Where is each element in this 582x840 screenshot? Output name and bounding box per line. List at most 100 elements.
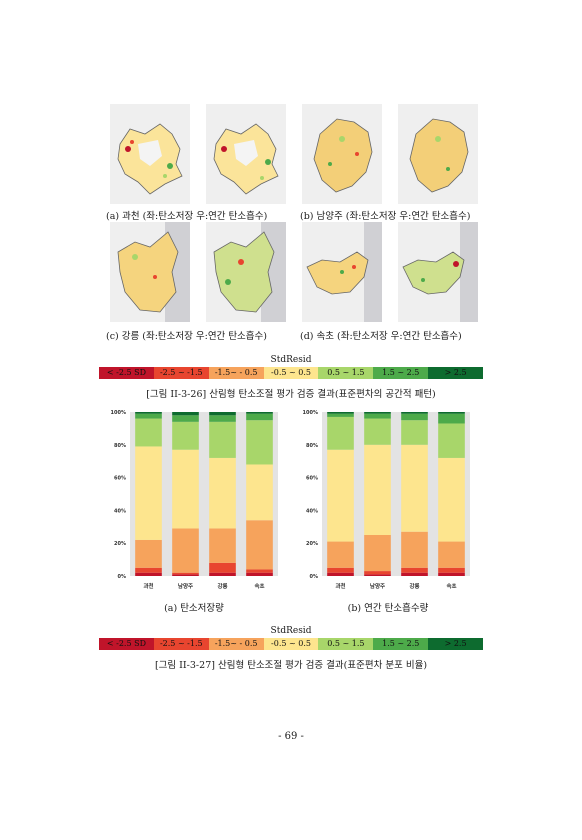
map-gwacheon-storage	[110, 104, 190, 204]
bar-segment	[246, 520, 273, 570]
bar-segment	[401, 444, 428, 532]
bar-segment	[209, 421, 236, 458]
y-tick-label: 40%	[114, 508, 126, 514]
bar-segment	[172, 421, 199, 450]
bar-segment	[327, 572, 354, 576]
y-tick-label: 20%	[306, 541, 318, 547]
bar-segment	[364, 571, 391, 575]
legend-item: < -2.5 SD	[99, 367, 154, 379]
bar-segment	[327, 412, 354, 414]
bar-segment	[209, 572, 236, 576]
figure-26-caption: [그림 II-3-26] 산림형 탄소조절 평가 검증 결과(표준편차의 공간적…	[146, 389, 436, 400]
y-tick-label: 60%	[306, 476, 318, 482]
bar-segment	[246, 572, 273, 576]
legend-item: > 2.5	[428, 367, 484, 379]
bar-segment	[438, 412, 465, 414]
legend-item: 0.5 ~ 1.5	[318, 638, 374, 650]
stacked-bar-chart-storage: 0% 20% 40% 60% 80% 100% 과천 남양주 강릉 속초	[111, 410, 278, 590]
legend-item: -0.5 ~ 0.5	[263, 367, 319, 379]
map-caption-b: (b) 남양주 (좌:탄소저장 우:연간 탄소흡수)	[300, 211, 471, 222]
bar-segment	[364, 412, 391, 414]
bar-segment	[135, 413, 162, 419]
bar-segment	[438, 572, 465, 576]
x-tick-label: 속초	[254, 582, 264, 590]
bar-segment	[327, 413, 354, 417]
bar-segment	[172, 412, 199, 416]
x-tick-label: 강릉	[217, 582, 227, 590]
bar-segment	[172, 415, 199, 422]
map-gwacheon-absorption	[206, 104, 286, 204]
bar-segment	[327, 416, 354, 450]
legend-item: -0.5 ~ 0.5	[263, 638, 319, 650]
y-tick-label: 100%	[111, 410, 126, 416]
bar-segment	[327, 567, 354, 573]
legend-item: < -2.5 SD	[99, 638, 154, 650]
x-tick-label: 속초	[446, 582, 456, 590]
bar-segment	[135, 446, 162, 540]
bar-segment	[438, 567, 465, 573]
x-tick-label: 과천	[335, 582, 345, 590]
bar-segment	[135, 412, 162, 414]
bar-segment	[246, 412, 273, 414]
y-tick-label: 0%	[310, 574, 319, 580]
map-gangneung-absorption	[206, 222, 286, 322]
bar-segment	[401, 567, 428, 573]
bar-segment	[364, 535, 391, 572]
chart-caption-b: (b) 연간 탄소흡수량	[347, 603, 429, 614]
bar-segment	[246, 569, 273, 573]
bar-segment	[209, 457, 236, 529]
bar-segment	[135, 567, 162, 573]
bar-segment	[209, 528, 236, 563]
legend-title: StdResid	[270, 355, 312, 365]
map-caption-d: (d) 속초 (좌:탄소저장 우:연간 탄소흡수)	[300, 331, 462, 342]
bar-segment	[364, 413, 391, 419]
legend-title-2: StdResid	[270, 626, 312, 636]
y-tick-label: 80%	[114, 443, 126, 449]
legend-item: -1.5~ - 0.5	[208, 638, 264, 650]
figure-27-caption: [그림 II-3-27] 산림형 탄소조절 평가 검증 결과(표준편차 분포 비…	[154, 660, 428, 671]
map-namyangju-storage	[302, 104, 382, 204]
x-tick-label: 강릉	[409, 582, 419, 590]
bar-segment	[401, 572, 428, 576]
x-tick-label: 과천	[143, 582, 153, 590]
x-tick-label: 남양주	[370, 582, 385, 590]
bar-segment	[172, 449, 199, 529]
y-tick-label: 80%	[306, 443, 318, 449]
bar-segment	[209, 562, 236, 573]
bar-segment	[364, 418, 391, 445]
y-tick-label: 100%	[303, 410, 318, 416]
y-tick-label: 60%	[114, 476, 126, 482]
bar-segment	[135, 539, 162, 568]
bar-segment	[438, 413, 465, 424]
map-sokcho-absorption	[398, 222, 478, 322]
bar-segment	[401, 413, 428, 421]
page-number: - 69 -	[278, 731, 304, 742]
legend-item: -2.5 ~ -1.5	[153, 638, 209, 650]
bar-segment	[172, 528, 199, 573]
bar-segment	[209, 412, 236, 416]
chart-caption-a: (a) 탄소저장량	[164, 603, 224, 614]
bar-segment	[438, 457, 465, 542]
map-caption-a: (a) 과천 (좌:탄소저장 우:연간 탄소흡수)	[106, 211, 268, 222]
y-tick-label: 0%	[118, 574, 127, 580]
bar-segment	[327, 541, 354, 568]
legend-bar-2: < -2.5 SD -2.5 ~ -1.5 -1.5~ - 0.5 -0.5 ~…	[99, 638, 484, 650]
legend-item: > 2.5	[428, 638, 484, 650]
bar-segment	[364, 574, 391, 576]
y-tick-label: 20%	[114, 541, 126, 547]
bar-segment	[364, 444, 391, 535]
map-caption-c: (c) 강릉 (좌:탄소저장 우:연간 탄소흡수)	[106, 331, 267, 342]
bar-segment	[246, 413, 273, 421]
legend-item: -1.5~ - 0.5	[208, 367, 264, 379]
bar-segment	[246, 464, 273, 521]
legend-item: 1.5 ~ 2.5	[373, 367, 429, 379]
legend-item: 1.5 ~ 2.5	[373, 638, 429, 650]
bar-segment	[209, 415, 236, 422]
bar-segment	[135, 418, 162, 447]
bar-segment	[401, 531, 428, 568]
bar-segment	[172, 574, 199, 576]
legend-bar: < -2.5 SD -2.5 ~ -1.5 -1.5~ - 0.5 -0.5 ~…	[99, 367, 484, 379]
map-namyangju-absorption	[398, 104, 478, 204]
bar-segment	[246, 420, 273, 465]
bar-segment	[327, 449, 354, 542]
